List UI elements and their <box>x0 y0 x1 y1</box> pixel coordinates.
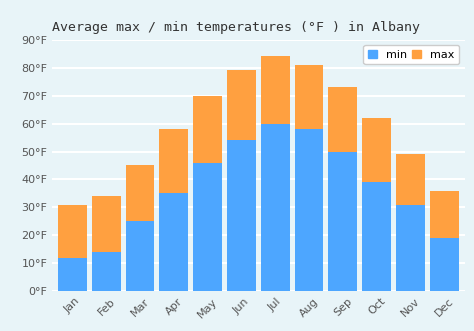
Bar <box>58 205 87 258</box>
Bar <box>159 129 188 193</box>
Bar <box>295 129 323 291</box>
Bar <box>295 65 323 129</box>
Bar <box>430 238 459 291</box>
Bar <box>396 205 425 291</box>
Bar <box>58 258 87 291</box>
Bar <box>92 252 120 291</box>
Bar <box>193 96 222 163</box>
Bar <box>193 163 222 291</box>
Bar <box>328 87 357 152</box>
Bar <box>126 166 155 221</box>
Bar <box>362 182 391 291</box>
Bar <box>227 71 256 140</box>
Bar <box>261 123 290 291</box>
Bar <box>261 57 290 123</box>
Text: Average max / min temperatures (°F ) in Albany: Average max / min temperatures (°F ) in … <box>52 22 420 34</box>
Bar <box>328 152 357 291</box>
Bar <box>92 196 120 252</box>
Bar <box>159 193 188 291</box>
Bar <box>126 221 155 291</box>
Bar <box>430 191 459 238</box>
Bar <box>227 140 256 291</box>
Bar <box>362 118 391 182</box>
Bar <box>396 154 425 205</box>
Legend: min, max: min, max <box>364 45 459 64</box>
